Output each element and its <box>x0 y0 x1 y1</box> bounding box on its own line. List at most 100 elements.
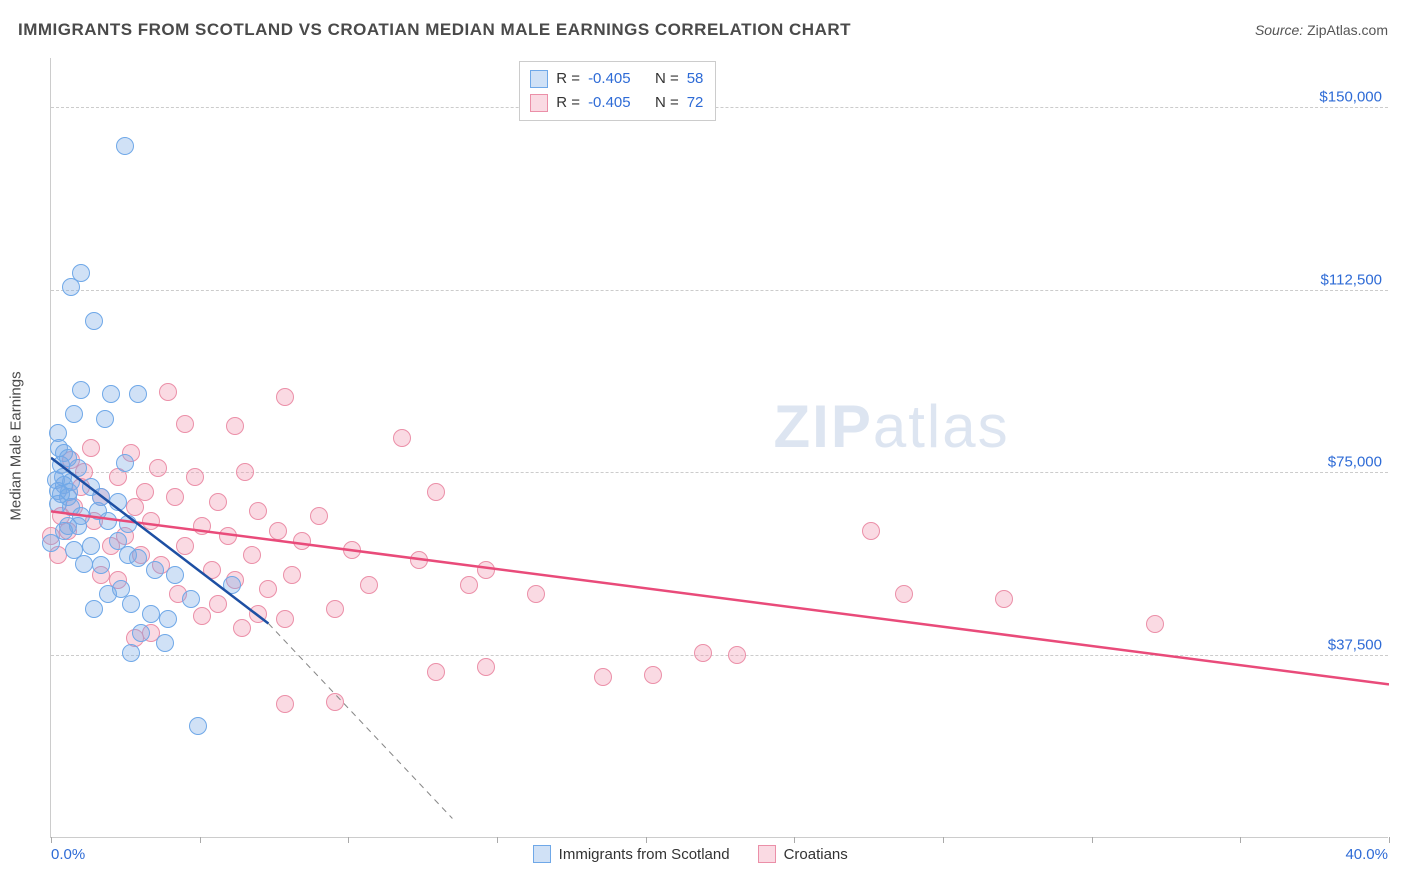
croatians-point <box>186 468 204 486</box>
croatians-point <box>460 576 478 594</box>
croatians-point <box>862 522 880 540</box>
scotland-point <box>85 600 103 618</box>
x-tick <box>943 837 944 843</box>
x-label-left: 0.0% <box>51 846 85 863</box>
y-tick-label: $112,500 <box>1321 271 1396 288</box>
croatians-point <box>126 498 144 516</box>
croatians-point <box>259 580 277 598</box>
croatians-point <box>644 666 662 684</box>
croatians-point <box>995 590 1013 608</box>
y-axis-title: Median Male Earnings <box>8 371 25 520</box>
legend-swatch <box>530 94 548 112</box>
croatians-point <box>193 607 211 625</box>
scotland-point <box>72 381 90 399</box>
scotland-point <box>119 515 137 533</box>
x-tick <box>1092 837 1093 843</box>
gridline <box>51 107 1388 108</box>
chart-title: IMMIGRANTS FROM SCOTLAND VS CROATIAN MED… <box>18 20 851 40</box>
scotland-point <box>116 137 134 155</box>
y-tick-label: $150,000 <box>1319 88 1396 105</box>
scotland-point <box>122 595 140 613</box>
croatians-point <box>427 663 445 681</box>
legend-swatch <box>530 70 548 88</box>
croatians-point <box>527 585 545 603</box>
scotland-point <box>182 590 200 608</box>
croatians-point <box>249 502 267 520</box>
croatians-point <box>176 415 194 433</box>
scotland-point <box>75 555 93 573</box>
croatians-point <box>233 619 251 637</box>
scotland-point <box>142 605 160 623</box>
scotland-point <box>102 385 120 403</box>
scotland-point <box>82 537 100 555</box>
croatians-point <box>477 561 495 579</box>
x-tick <box>200 837 201 843</box>
scotland-point <box>129 385 147 403</box>
croatians-point <box>283 566 301 584</box>
croatians-point <box>149 459 167 477</box>
x-tick <box>51 837 52 843</box>
croatians-point <box>159 383 177 401</box>
stat-N-label: N = <box>655 91 679 115</box>
regression-lines <box>51 58 1389 838</box>
croatians-point <box>269 522 287 540</box>
croatians-point <box>226 417 244 435</box>
scotland-point <box>65 405 83 423</box>
legend-item: Croatians <box>758 845 848 863</box>
croatians-point <box>166 488 184 506</box>
croatians-point <box>236 463 254 481</box>
croatians-point <box>209 595 227 613</box>
scotland-point <box>189 717 207 735</box>
source-name: ZipAtlas.com <box>1307 22 1388 38</box>
scotland-point <box>116 454 134 472</box>
y-tick-label: $75,000 <box>1328 454 1396 471</box>
legend-label: Immigrants from Scotland <box>559 846 730 863</box>
croatians-point <box>326 600 344 618</box>
scotland-point <box>42 534 60 552</box>
scotland-point <box>223 576 241 594</box>
x-tick <box>1389 837 1390 843</box>
croatians-point <box>249 605 267 623</box>
croatians-point <box>360 576 378 594</box>
legend-item: Immigrants from Scotland <box>533 845 730 863</box>
croatians-point <box>176 537 194 555</box>
croatians-point <box>477 658 495 676</box>
plot-area: $37,500$75,000$112,500$150,0000.0%40.0%Z… <box>50 58 1388 838</box>
croatians-point <box>895 585 913 603</box>
stat-N-value: 58 <box>687 67 704 91</box>
croatians-point <box>393 429 411 447</box>
scotland-point <box>85 312 103 330</box>
chart-source: Source: ZipAtlas.com <box>1255 22 1388 38</box>
croatians-point <box>219 527 237 545</box>
x-tick <box>348 837 349 843</box>
legend-label: Croatians <box>784 846 848 863</box>
croatians-point <box>82 439 100 457</box>
scotland-point <box>159 610 177 628</box>
stat-R-value: -0.405 <box>588 91 631 115</box>
stat-N-label: N = <box>655 67 679 91</box>
x-tick <box>646 837 647 843</box>
croatians-point <box>203 561 221 579</box>
croatians-point <box>276 388 294 406</box>
x-tick <box>497 837 498 843</box>
gridline <box>51 290 1388 291</box>
stat-R-label: R = <box>556 67 580 91</box>
croatians-point <box>427 483 445 501</box>
legend-swatch <box>533 845 551 863</box>
croatians-point <box>276 610 294 628</box>
source-prefix: Source: <box>1255 22 1307 38</box>
croatians-point <box>410 551 428 569</box>
croatians-point <box>193 517 211 535</box>
croatians-point <box>310 507 328 525</box>
scotland-point <box>156 634 174 652</box>
croatians-point <box>209 493 227 511</box>
stat-R-value: -0.405 <box>588 67 631 91</box>
croatians-point <box>1146 615 1164 633</box>
stats-legend: R = -0.405 N = 58R = -0.405 N = 72 <box>519 61 716 121</box>
croatians-point <box>326 693 344 711</box>
x-label-right: 40.0% <box>1345 846 1388 863</box>
scotland-point <box>132 624 150 642</box>
croatians-point <box>142 512 160 530</box>
y-tick-label: $37,500 <box>1328 637 1396 654</box>
scotland-point <box>109 493 127 511</box>
